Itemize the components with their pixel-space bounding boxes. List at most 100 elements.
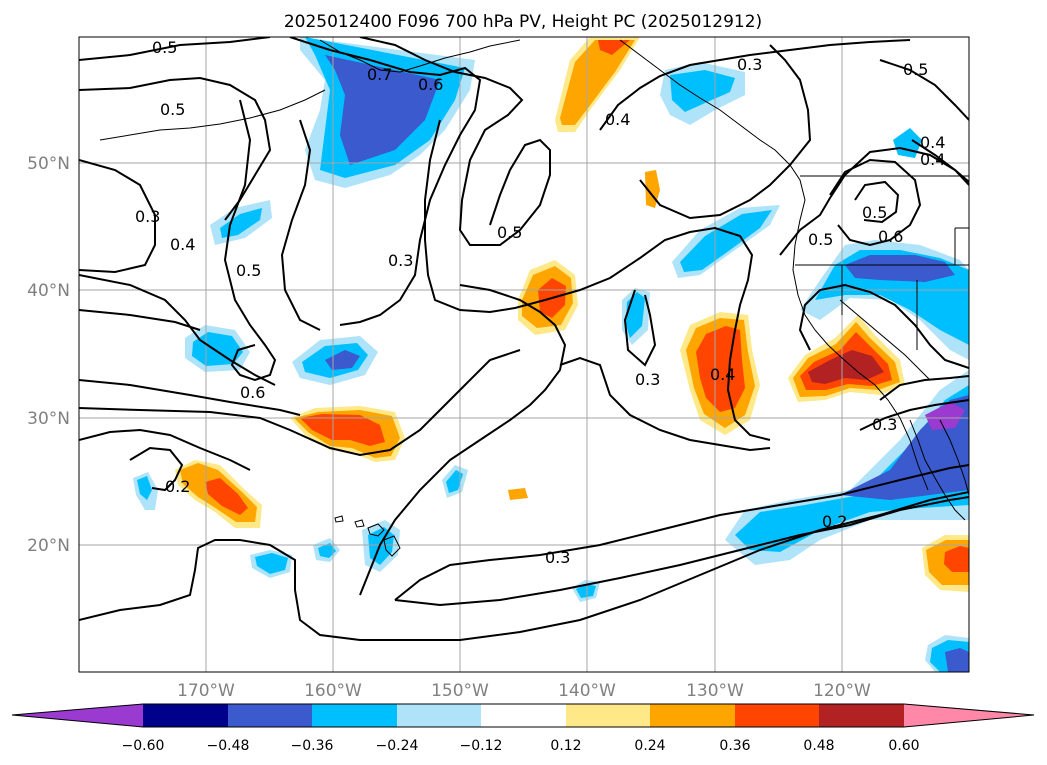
lon-label: 150°W [431,681,489,701]
contour-line-13 [424,119,771,441]
pv-shade-pos-cal-dark [808,350,884,384]
colorbar-bin [819,704,904,727]
contour-line-9 [223,99,277,382]
contour-label: 0.3 [635,370,660,389]
contour-label: 0.5 [808,230,833,249]
colorbar-tick-label: 0.36 [719,738,750,754]
pv-shade-pos-north-mid [560,40,635,125]
contour-label: 0.4 [920,133,945,152]
colorbar-tick-label: −0.48 [207,738,250,754]
pv-shade-pos-hawaii-west-deep [205,478,248,515]
lon-label: 170°W [177,681,235,701]
contour-line-21 [394,464,969,601]
pv-shade-pnw-deep [845,255,955,282]
colorbar-outline [11,703,1035,728]
contour-label: 0.3 [545,548,570,567]
colorbar-tick-label: −0.60 [122,738,165,754]
contour-line-20 [129,446,184,492]
contour-line-29 [879,59,969,121]
pv-shade-blob-k-mid [576,584,596,598]
pv-shade-pos-small-ne [645,170,660,208]
lon-label: 140°W [558,681,616,701]
colorbar: −0.60 −0.48 −0.36 −0.24 −0.12 0.12 0.24 … [11,703,1035,754]
lon-label: 120°W [813,681,871,701]
pv-shade-blob-a-mid [220,208,262,238]
pv-shade-pos-sw-deep [300,414,385,446]
longitude-labels: 170°W 160°W 150°W 140°W 130°W 120°W [177,681,871,701]
contour-line-6 [79,379,301,416]
colorbar-bin [566,704,650,727]
coast-mexico [939,419,969,496]
coast-hawaii-2 [383,535,401,557]
contour-line-28 [859,399,969,431]
coast-hawaii-4 [334,515,344,523]
pv-shade-blob-f-mid [446,470,463,493]
lat-label: 20°N [27,536,70,556]
pv-shade-blob-c-deep [325,350,360,370]
colorbar-tick-label: 0.48 [803,738,834,754]
colorbar-bin [228,704,312,727]
contour-line-3 [79,159,156,274]
contour-label: 0.5 [236,261,261,280]
figure-title: 2025012400 F096 700 hPa PV, Height PC (2… [284,12,762,32]
contour-label: 0.3 [388,251,413,270]
colorbar-bin [143,704,228,727]
map-panel: 0.5 0.7 0.6 0.5 0.3 0.4 0.5 0.3 0.5 0.4 … [78,36,970,673]
contour-line-22 [394,496,969,607]
colorbar-bin [735,704,819,727]
contour-label: 0.5 [497,223,522,242]
contour-label: 0.5 [152,38,177,57]
contour-label: 0.5 [862,203,887,222]
contour-line-15 [639,44,812,220]
latitude-labels: 50°N 40°N 30°N 20°N [27,154,70,556]
pv-shade-blob-b-mid [192,332,243,366]
coast-panhandle [619,39,806,201]
contour-label: 0.7 [367,65,392,84]
pv-shade-blob-g-mid [255,553,288,574]
colorbar-bin [397,704,481,727]
pv-shade-pos-north-deep [598,40,630,55]
coast-aleutians [99,89,326,141]
map-gridlines [79,37,969,672]
colorbar-extend-low [12,704,143,727]
map-frame [78,36,970,673]
contour-line-25 [854,180,900,224]
contour-line-11 [280,119,321,331]
lon-label: 160°W [304,681,362,701]
contour-line-26 [779,146,969,256]
contour-line-24 [829,158,922,247]
pv-shade-blob-i-mid [318,543,336,558]
contour-line-18 [559,356,771,452]
contour-label: 0.4 [170,235,195,254]
contour-line-2 [79,76,272,221]
colorbar-tick-label: 0.60 [888,738,919,754]
coast-baja [909,419,966,521]
contour-label: 0.3 [135,207,160,226]
contour-line-14 [599,39,911,131]
contour-labels: 0.5 0.7 0.6 0.5 0.3 0.4 0.5 0.3 0.5 0.4 … [135,38,945,567]
colorbar-tick-label: −0.36 [291,738,334,754]
contour-line-23 [798,283,969,369]
contour-label: 0.6 [240,383,265,402]
coast-west-us [792,199,929,491]
pv-shade-blob-j-mid [137,476,152,500]
contour-line-19 [79,491,969,641]
contour-label: 0.4 [920,150,945,169]
colorbar-tick-label: 0.12 [550,738,581,754]
contour-line-17 [359,284,567,596]
pv-shading [133,37,969,672]
pv-shade-sw-band-purple [925,402,965,430]
colorbar-tick-label: 0.24 [634,738,665,754]
contour-line-8 [79,428,251,471]
colorbar-bin [481,704,566,727]
contour-line-4 [79,274,276,386]
pv-shade-blob-d-mid [680,210,772,272]
contour-line-27 [879,375,969,401]
lat-label: 40°N [27,281,70,301]
height-contours [79,37,969,641]
colorbar-tick-label: −0.12 [460,738,503,754]
colorbar-tick-labels: −0.60 −0.48 −0.36 −0.24 −0.12 0.12 0.24 … [122,738,920,754]
colorbar-bin [312,704,397,727]
pv-shade-pos-small [508,488,528,500]
